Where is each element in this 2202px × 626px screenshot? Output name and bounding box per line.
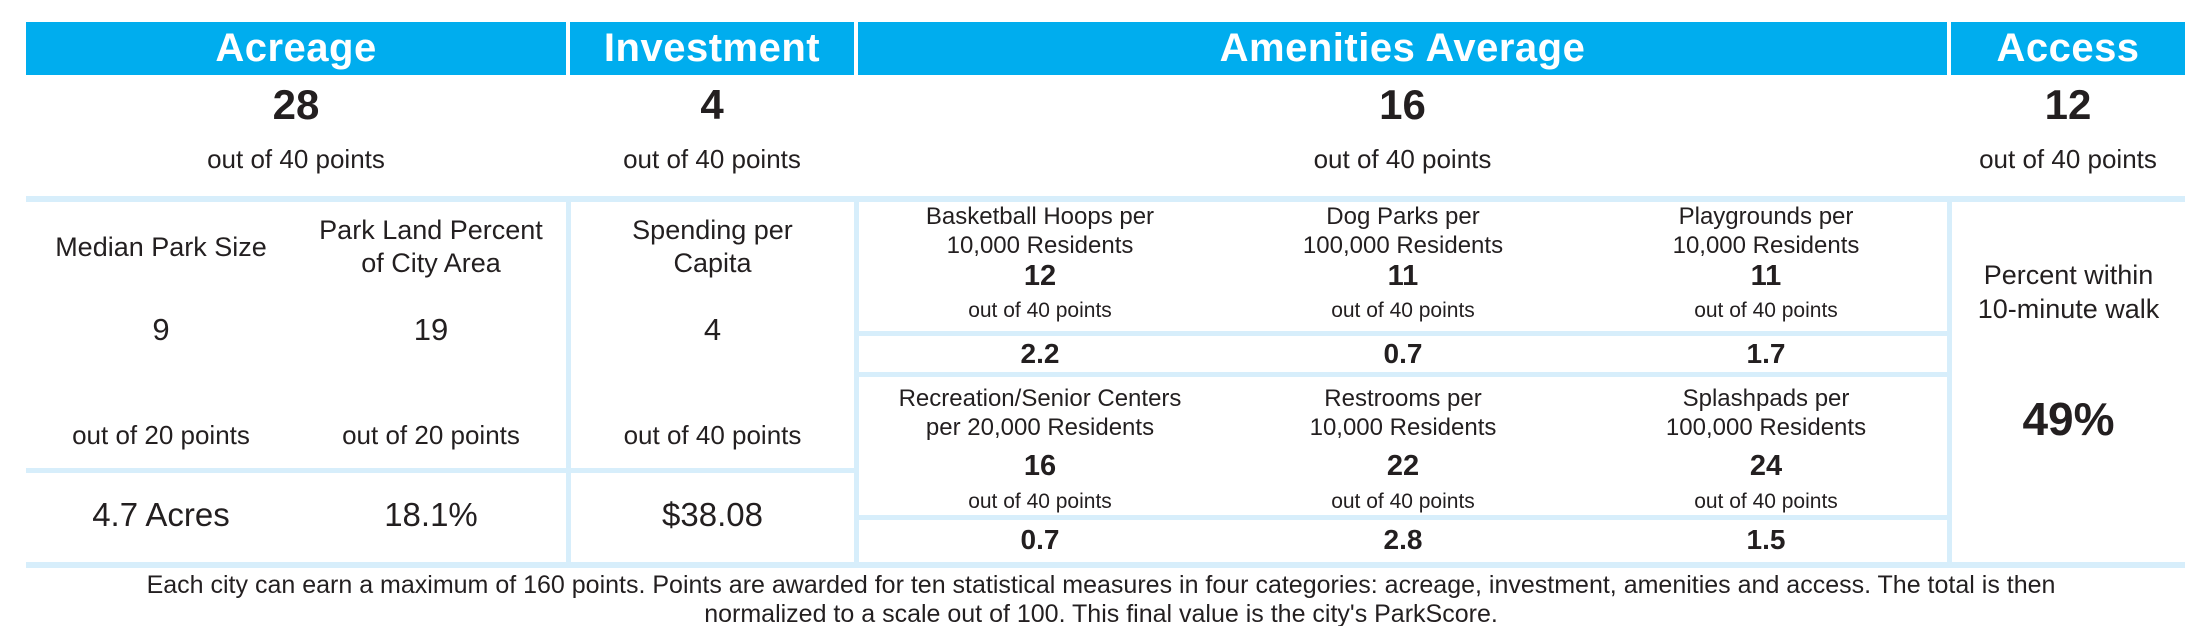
category-score-amenities: 16 out of 40 points bbox=[858, 80, 1947, 175]
label-line: of City Area bbox=[361, 248, 501, 278]
restrooms-points: 22 bbox=[1386, 450, 1420, 482]
measure-label-dog-parks: Dog Parks per 100,000 Residents bbox=[1222, 201, 1584, 261]
measure-label-recreation-senior-centers: Recreation/Senior Centers per 20,000 Res… bbox=[859, 383, 1221, 443]
divider-table-bottom bbox=[26, 562, 2185, 568]
divider-amenities-rows bbox=[859, 372, 1947, 377]
restrooms-value: 2.8 bbox=[1383, 524, 1423, 555]
label-line: 10,000 Residents bbox=[1672, 232, 1860, 259]
basketball-hoops-value: 2.2 bbox=[1020, 338, 1060, 369]
splashpads-caption: out of 40 points bbox=[1694, 490, 1838, 513]
divider-acreage-values bbox=[26, 468, 854, 473]
recreation-senior-centers-value: 0.7 bbox=[1020, 524, 1060, 555]
acreage-points: 28 bbox=[272, 81, 320, 128]
spending-per-capita-value: $38.08 bbox=[662, 496, 763, 533]
category-header-amenities: Amenities Average bbox=[858, 22, 1947, 75]
divider-amenities-row1-value bbox=[859, 331, 1947, 336]
investment-points-caption: out of 40 points bbox=[623, 144, 801, 174]
playgrounds-caption: out of 40 points bbox=[1694, 299, 1838, 322]
percent-within-walk-value: 49% bbox=[2022, 393, 2115, 445]
measure-label-basketball-hoops: Basketball Hoops per 10,000 Residents bbox=[859, 201, 1221, 261]
median-park-size-value: 4.7 Acres bbox=[92, 496, 230, 533]
measure-label-splashpads: Splashpads per 100,000 Residents bbox=[1585, 383, 1947, 443]
measure-label-spending-per-capita: Spending per Capita bbox=[571, 212, 854, 282]
label-line: Recreation/Senior Centers bbox=[898, 385, 1182, 412]
spending-per-capita-caption: out of 40 points bbox=[623, 420, 802, 450]
divider-acreage-investment bbox=[566, 196, 571, 566]
label-line: Playgrounds per bbox=[1678, 203, 1854, 230]
playgrounds-value: 1.7 bbox=[1746, 338, 1786, 369]
category-score-acreage: 28 out of 40 points bbox=[26, 80, 566, 175]
recreation-senior-centers-points: 16 bbox=[1023, 450, 1057, 482]
measure-label-restrooms: Restrooms per 10,000 Residents bbox=[1222, 383, 1584, 443]
basketball-hoops-points: 12 bbox=[1023, 260, 1057, 292]
divider-amenities-access bbox=[1947, 196, 1952, 566]
category-header-acreage: Acreage bbox=[26, 22, 566, 75]
park-land-percent-value: 18.1% bbox=[384, 496, 478, 533]
splashpads-value: 1.5 bbox=[1746, 524, 1786, 555]
label-line: 10-minute walk bbox=[1977, 294, 2160, 324]
label-line: Basketball Hoops per bbox=[925, 203, 1155, 230]
label-line: Percent within bbox=[1983, 260, 2154, 290]
category-score-investment: 4 out of 40 points bbox=[570, 80, 854, 175]
access-points-caption: out of 40 points bbox=[1979, 144, 2157, 174]
measure-label-playgrounds: Playgrounds per 10,000 Residents bbox=[1585, 201, 1947, 261]
investment-points: 4 bbox=[700, 81, 724, 128]
label-line: Restrooms per bbox=[1324, 385, 1482, 412]
measure-label-park-land-percent: Park Land Percent of City Area bbox=[296, 212, 566, 282]
divider-investment-amenities bbox=[854, 196, 859, 566]
basketball-hoops-caption: out of 40 points bbox=[968, 299, 1112, 322]
recreation-senior-centers-caption: out of 40 points bbox=[968, 490, 1112, 513]
dog-parks-points: 11 bbox=[1387, 260, 1419, 292]
label-line: 100,000 Residents bbox=[1302, 232, 1504, 259]
divider-under-scores bbox=[26, 196, 2185, 202]
category-score-access: 12 out of 40 points bbox=[1951, 80, 2185, 175]
footnote-line-1: Each city can earn a maximum of 160 poin… bbox=[146, 571, 2056, 599]
label-line: Dog Parks per bbox=[1326, 203, 1480, 230]
amenities-points: 16 bbox=[1379, 81, 1426, 128]
dog-parks-value: 0.7 bbox=[1383, 338, 1423, 369]
dog-parks-caption: out of 40 points bbox=[1331, 299, 1475, 322]
measure-label-median-park-size: Median Park Size bbox=[26, 212, 296, 282]
label-line: Capita bbox=[673, 248, 752, 278]
label-line: 100,000 Residents bbox=[1665, 414, 1867, 441]
label-line: Spending per bbox=[632, 215, 793, 245]
label-line: Median Park Size bbox=[55, 231, 267, 262]
restrooms-caption: out of 40 points bbox=[1331, 490, 1475, 513]
category-header-investment: Investment bbox=[570, 22, 854, 75]
category-header-access: Access bbox=[1951, 22, 2185, 75]
label-line: Park Land Percent bbox=[319, 215, 543, 245]
access-points: 12 bbox=[2044, 81, 2092, 128]
acreage-points-caption: out of 40 points bbox=[207, 144, 385, 174]
footnote-line-2: normalized to a scale out of 100. This f… bbox=[704, 600, 1498, 626]
playgrounds-points: 11 bbox=[1750, 260, 1782, 292]
label-line: 10,000 Residents bbox=[1309, 414, 1497, 441]
park-land-percent-points: 19 bbox=[413, 312, 449, 347]
splashpads-points: 24 bbox=[1749, 450, 1783, 482]
spending-per-capita-points: 4 bbox=[703, 312, 722, 347]
median-park-size-points: 9 bbox=[152, 312, 170, 347]
median-park-size-caption: out of 20 points bbox=[72, 420, 250, 450]
divider-amenities-row2-value bbox=[859, 515, 1947, 520]
measure-label-percent-within-walk: Percent within 10-minute walk bbox=[1952, 258, 2185, 326]
park-land-percent-caption: out of 20 points bbox=[342, 420, 520, 450]
label-line: 10,000 Residents bbox=[946, 232, 1134, 259]
amenities-points-caption: out of 40 points bbox=[1313, 144, 1492, 174]
label-line: Splashpads per bbox=[1682, 385, 1850, 412]
label-line: per 20,000 Residents bbox=[925, 414, 1155, 441]
